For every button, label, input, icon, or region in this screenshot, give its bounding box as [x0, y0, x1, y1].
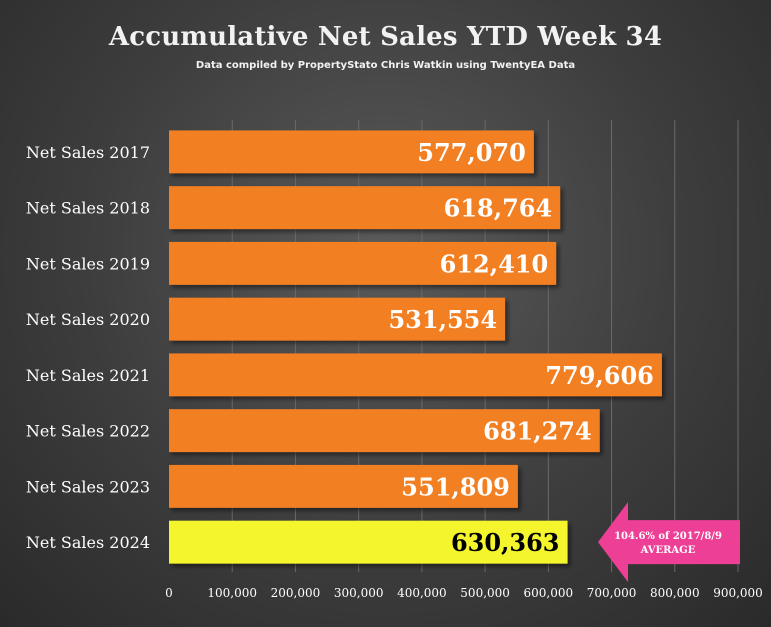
chart-subtitle: Data compiled by PropertyStato Chris Wat…: [195, 60, 576, 71]
chart-title: Accumulative Net Sales YTD Week 34: [108, 22, 663, 52]
category-label: Net Sales 2022: [26, 422, 150, 441]
callout-arrow: [598, 502, 740, 583]
x-tick-label: 500,000: [460, 586, 510, 600]
value-label: 612,410: [440, 249, 549, 278]
category-label: Net Sales 2017: [26, 143, 150, 162]
value-label: 618,764: [444, 194, 553, 223]
value-label: 779,606: [545, 361, 654, 390]
x-tick-label: 600,000: [524, 586, 574, 600]
value-label: 531,554: [388, 305, 497, 334]
x-tick-label: 400,000: [397, 586, 447, 600]
callout-line-1: 104.6% of 2017/8/9: [614, 531, 722, 542]
value-label: 630,363: [451, 528, 560, 557]
x-tick-label: 800,000: [650, 586, 700, 600]
x-tick-label: 100,000: [207, 586, 257, 600]
value-label: 681,274: [483, 417, 592, 446]
x-tick-label: 0: [165, 586, 173, 600]
bar-net-sales-2022: [169, 409, 600, 453]
bar-net-sales-2017: [169, 130, 534, 174]
value-label: 551,809: [401, 472, 510, 501]
x-tick-label: 700,000: [587, 586, 637, 600]
category-label: Net Sales 2023: [26, 477, 150, 496]
x-tick-label: 300,000: [334, 586, 384, 600]
bar-net-sales-2019: [169, 241, 557, 285]
bar-net-sales-2020: [169, 297, 506, 341]
bar-net-sales-2024: [169, 520, 568, 564]
category-label: Net Sales 2019: [26, 254, 150, 273]
bar-net-sales-2023: [169, 464, 518, 508]
value-label: 577,070: [417, 138, 526, 167]
bar-net-sales-2018: [169, 186, 561, 230]
bar-net-sales-2021: [169, 353, 662, 397]
category-label: Net Sales 2018: [26, 199, 150, 218]
category-label: Net Sales 2021: [26, 366, 150, 385]
category-label: Net Sales 2024: [26, 533, 150, 552]
category-label: Net Sales 2020: [26, 310, 150, 329]
x-tick-label: 900,000: [713, 586, 763, 600]
x-tick-label: 200,000: [271, 586, 321, 600]
callout-line-2: AVERAGE: [640, 545, 696, 556]
